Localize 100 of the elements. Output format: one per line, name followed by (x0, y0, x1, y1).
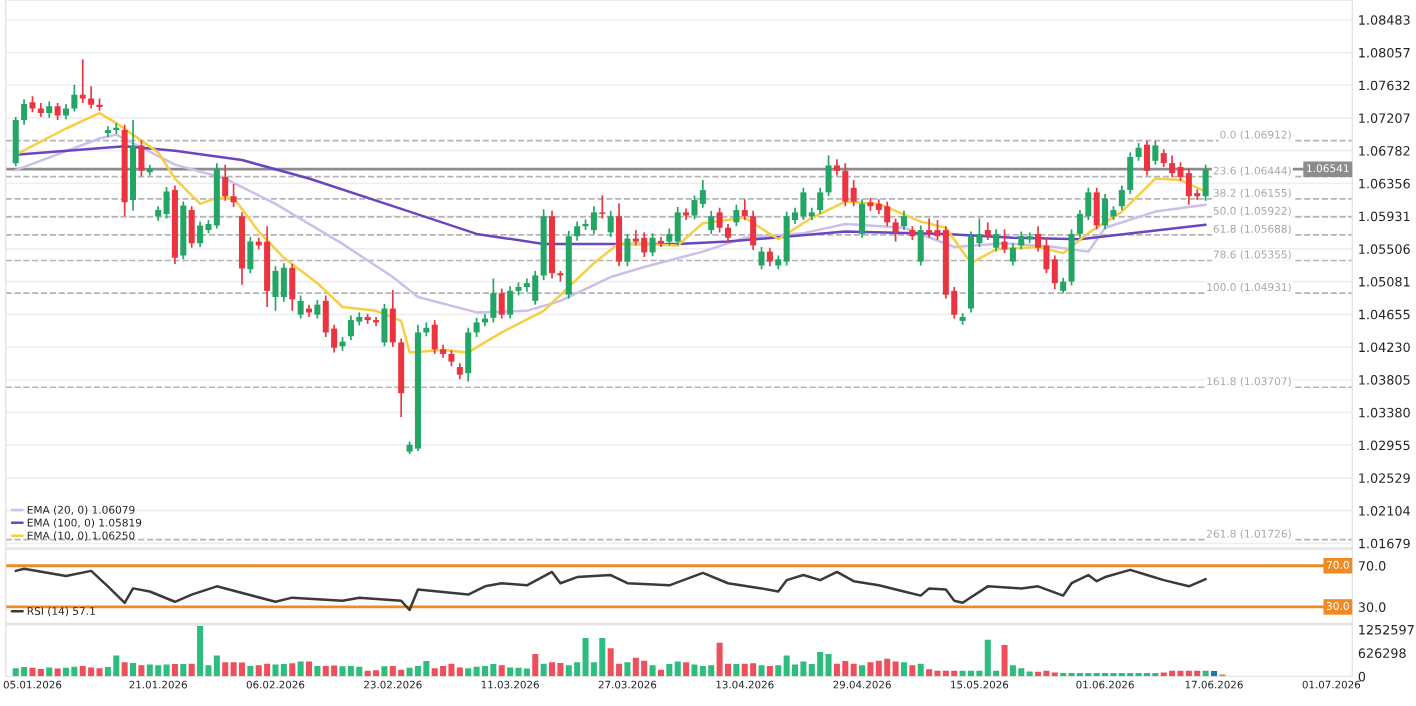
candlestick (716, 206, 723, 234)
bar (289, 663, 296, 677)
bar (197, 625, 204, 677)
bar (1211, 671, 1218, 677)
bar (716, 642, 723, 677)
bar (188, 663, 195, 677)
bar (121, 662, 128, 677)
bar (641, 660, 648, 677)
bar (984, 639, 991, 677)
bar (766, 665, 773, 677)
bar (817, 652, 824, 677)
bar (280, 664, 287, 677)
bar (783, 655, 790, 677)
candlestick (230, 183, 237, 208)
bar (1001, 644, 1008, 677)
bar (37, 668, 44, 677)
candlestick (825, 154, 832, 198)
candlestick (431, 319, 438, 355)
bar (850, 663, 857, 677)
candlestick (21, 98, 28, 126)
candlestick (766, 246, 773, 268)
candlestick (574, 220, 581, 242)
bar (481, 665, 488, 677)
line-series (14, 133, 1207, 314)
bar (1026, 671, 1033, 677)
candlestick (1001, 228, 1008, 254)
bar (155, 665, 162, 677)
candlestick (1185, 167, 1192, 206)
bar (926, 669, 933, 677)
bar (171, 664, 178, 677)
bar (138, 665, 145, 677)
bar (490, 664, 497, 677)
bar (297, 661, 304, 677)
candlestick (850, 179, 857, 208)
bar (800, 661, 807, 677)
candlestick (926, 217, 933, 239)
bar (884, 658, 891, 677)
candlestick (649, 232, 656, 258)
candlestick (465, 326, 472, 383)
candlestick (884, 200, 891, 228)
bar (71, 666, 78, 677)
bar (691, 664, 698, 677)
bar (833, 663, 840, 677)
candlestick (381, 303, 388, 348)
bar (62, 667, 70, 677)
candlestick (993, 228, 1000, 253)
bar (247, 665, 254, 677)
bar (557, 662, 564, 677)
bar (934, 670, 941, 677)
bar (1018, 668, 1025, 677)
candlestick (1118, 184, 1125, 211)
candlestick (750, 209, 757, 251)
bar (549, 662, 556, 677)
bar (130, 662, 137, 677)
candlestick (632, 229, 639, 247)
candlestick (71, 83, 78, 113)
bar (456, 667, 463, 677)
bar (909, 665, 916, 677)
bar (272, 664, 279, 677)
bar (917, 663, 924, 677)
bar (163, 664, 170, 677)
candlestick (473, 316, 480, 338)
candlestick (624, 233, 631, 268)
bar (305, 661, 313, 677)
bar (708, 665, 715, 677)
bar (582, 637, 589, 677)
candlestick (222, 163, 229, 202)
bar (222, 662, 229, 677)
candlestick (892, 217, 899, 243)
line-series (14, 567, 1207, 612)
bar (29, 667, 36, 677)
candlestick (1169, 154, 1176, 178)
candlestick (674, 206, 681, 247)
candlestick (1202, 163, 1209, 202)
bar (448, 663, 455, 677)
bar (1009, 665, 1016, 677)
bar (431, 668, 438, 677)
bar (79, 665, 86, 677)
candlestick (590, 205, 597, 235)
candlestick (691, 194, 698, 221)
candlestick (607, 209, 614, 238)
bar (113, 655, 120, 677)
bar (406, 667, 413, 677)
bar (146, 664, 153, 677)
candlestick (616, 202, 623, 268)
candlestick (88, 85, 95, 110)
candlestick (490, 277, 497, 324)
candlestick (163, 186, 170, 220)
candlestick (708, 209, 715, 235)
candlestick (1143, 139, 1150, 177)
bar (666, 664, 673, 677)
bar (565, 665, 572, 677)
bar (532, 653, 539, 677)
bar (699, 665, 706, 677)
line-series (14, 144, 1207, 246)
bar (347, 665, 354, 677)
bar (339, 666, 346, 677)
bar (255, 665, 262, 677)
candlestick (859, 198, 866, 239)
bar (842, 661, 849, 677)
